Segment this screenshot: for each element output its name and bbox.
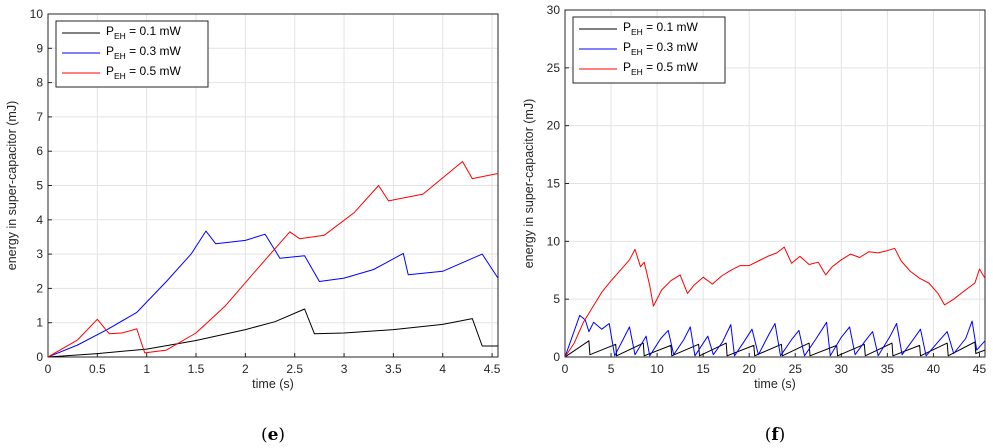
y-axis-ticks: 0 5 10 15 20 25 30 [547,3,569,364]
y-tick-label: 0 [553,350,560,364]
x-tick-label: 15 [696,362,710,376]
x-tick-label: 4 [439,362,446,376]
x-tick-label: 25 [789,362,803,376]
x-tick-label: 40 [927,362,941,376]
x-tick-label: 2 [242,362,249,376]
x-tick-label: 4.5 [484,362,501,376]
y-tick-label: 8 [36,76,43,90]
legend-entry: PEH = 0.3 mW [623,40,699,57]
y-tick-label: 3 [36,247,43,261]
x-tick-label: 0 [45,362,52,376]
x-tick-label: 1.5 [188,362,205,376]
y-tick-label: 30 [547,3,561,17]
y-tick-label: 2 [36,281,43,295]
x-axis-label: time (s) [252,377,294,391]
y-tick-label: 7 [36,110,43,124]
legend-entry: PEH = 0.5 mW [623,60,699,77]
y-tick-label: 6 [36,144,43,158]
legend-entry: PEH = 0.3 mW [106,44,182,61]
series-line-1 [565,314,985,357]
y-axis-ticks: 0 1 2 3 4 5 6 7 8 9 10 [30,7,52,364]
y-tick-label: 10 [547,234,561,248]
x-tick-label: 20 [743,362,757,376]
x-tick-label: 1 [143,362,150,376]
y-tick-label: 20 [547,119,561,133]
x-tick-label: 30 [835,362,849,376]
x-tick-label: 2.5 [286,362,303,376]
chart-panel-e: 0 0.5 1 1.5 2 2.5 3 3.5 4 4.5 0 1 2 3 4 5 6 7 8 9 10 time (… [5,7,501,445]
x-tick-label: 35 [881,362,895,376]
x-tick-label: 3 [341,362,348,376]
legend-entry: PEH = 0.5 mW [106,64,182,81]
x-axis-ticks: 0 0.5 1 1.5 2 2.5 3 3.5 4 4.5 [45,353,501,376]
legend-box [572,16,726,84]
y-axis-label: energy in super-capacitor (mJ) [522,99,536,269]
y-tick-label: 10 [30,7,44,21]
x-tick-label: 0 [562,362,569,376]
y-axis-label: energy in super-capacitor (mJ) [5,101,19,271]
y-tick-label: 5 [36,179,43,193]
x-axis-label: time (s) [754,377,796,391]
x-tick-label: 45 [973,362,987,376]
y-tick-label: 25 [547,61,561,75]
series-line-2 [48,161,498,357]
panel-caption: (f) [765,425,786,445]
series-lines [48,161,498,357]
chart-panel-f: 0 5 10 15 20 25 30 35 40 45 0 5 10 15 20 25 30 time (s)… [522,3,986,445]
y-tick-label: 4 [36,213,43,227]
x-tick-label: 5 [608,362,615,376]
legend-entry: PEH = 0.1 mW [623,20,699,37]
series-line-1 [48,230,498,357]
x-axis-ticks: 0 5 10 15 20 25 30 35 40 45 [562,353,987,376]
y-tick-label: 1 [36,316,43,330]
series-lines [565,246,985,357]
series-line-0 [48,308,498,357]
y-tick-label: 9 [36,41,43,55]
grid-lines [564,9,985,358]
x-tick-label: 10 [650,362,664,376]
legend: PEH = 0.1 mW PEH = 0.3 mW PEH = 0.5 mW [572,16,726,84]
x-tick-label: 0.5 [89,362,106,376]
y-tick-label: 15 [547,177,561,191]
series-line-2 [565,246,985,357]
series-line-0 [565,340,985,357]
legend-entry: PEH = 0.1 mW [106,24,182,41]
panel-caption: (e) [261,425,285,445]
legend-box [55,20,209,88]
legend: PEH = 0.1 mW PEH = 0.3 mW PEH = 0.5 mW [55,20,209,88]
x-tick-label: 3.5 [385,362,402,376]
y-tick-label: 5 [553,292,560,306]
y-tick-label: 0 [36,350,43,364]
